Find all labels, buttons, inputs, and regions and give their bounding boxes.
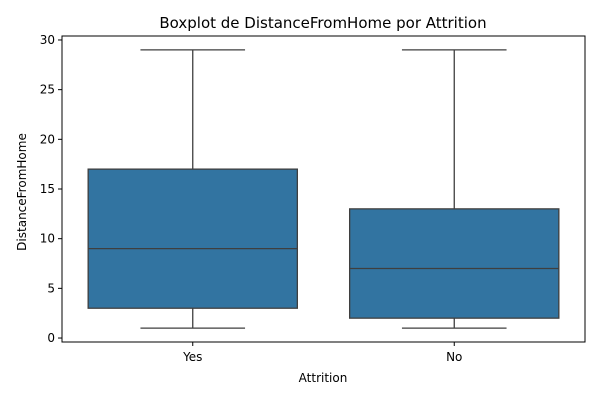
- y-tick-label: 30: [40, 33, 55, 47]
- y-tick-label: 10: [40, 232, 55, 246]
- box-yes: [87, 168, 298, 309]
- plot-area: 0 5 10 15 20 25 30 Yes No: [40, 33, 586, 364]
- x-axis-label: Attrition: [299, 371, 348, 385]
- y-tick-label: 25: [40, 83, 55, 97]
- x-tick-label: No: [446, 350, 462, 364]
- y-tick-label: 15: [40, 182, 55, 196]
- chart-title: Boxplot de DistanceFromHome por Attritio…: [159, 14, 486, 32]
- y-axis-label: DistanceFromHome: [15, 133, 29, 251]
- box-no: [348, 208, 560, 319]
- y-tick-label: 20: [40, 132, 55, 146]
- x-tick-label: Yes: [182, 350, 202, 364]
- y-tick-label: 0: [47, 331, 55, 345]
- y-tick-label: 5: [47, 281, 55, 295]
